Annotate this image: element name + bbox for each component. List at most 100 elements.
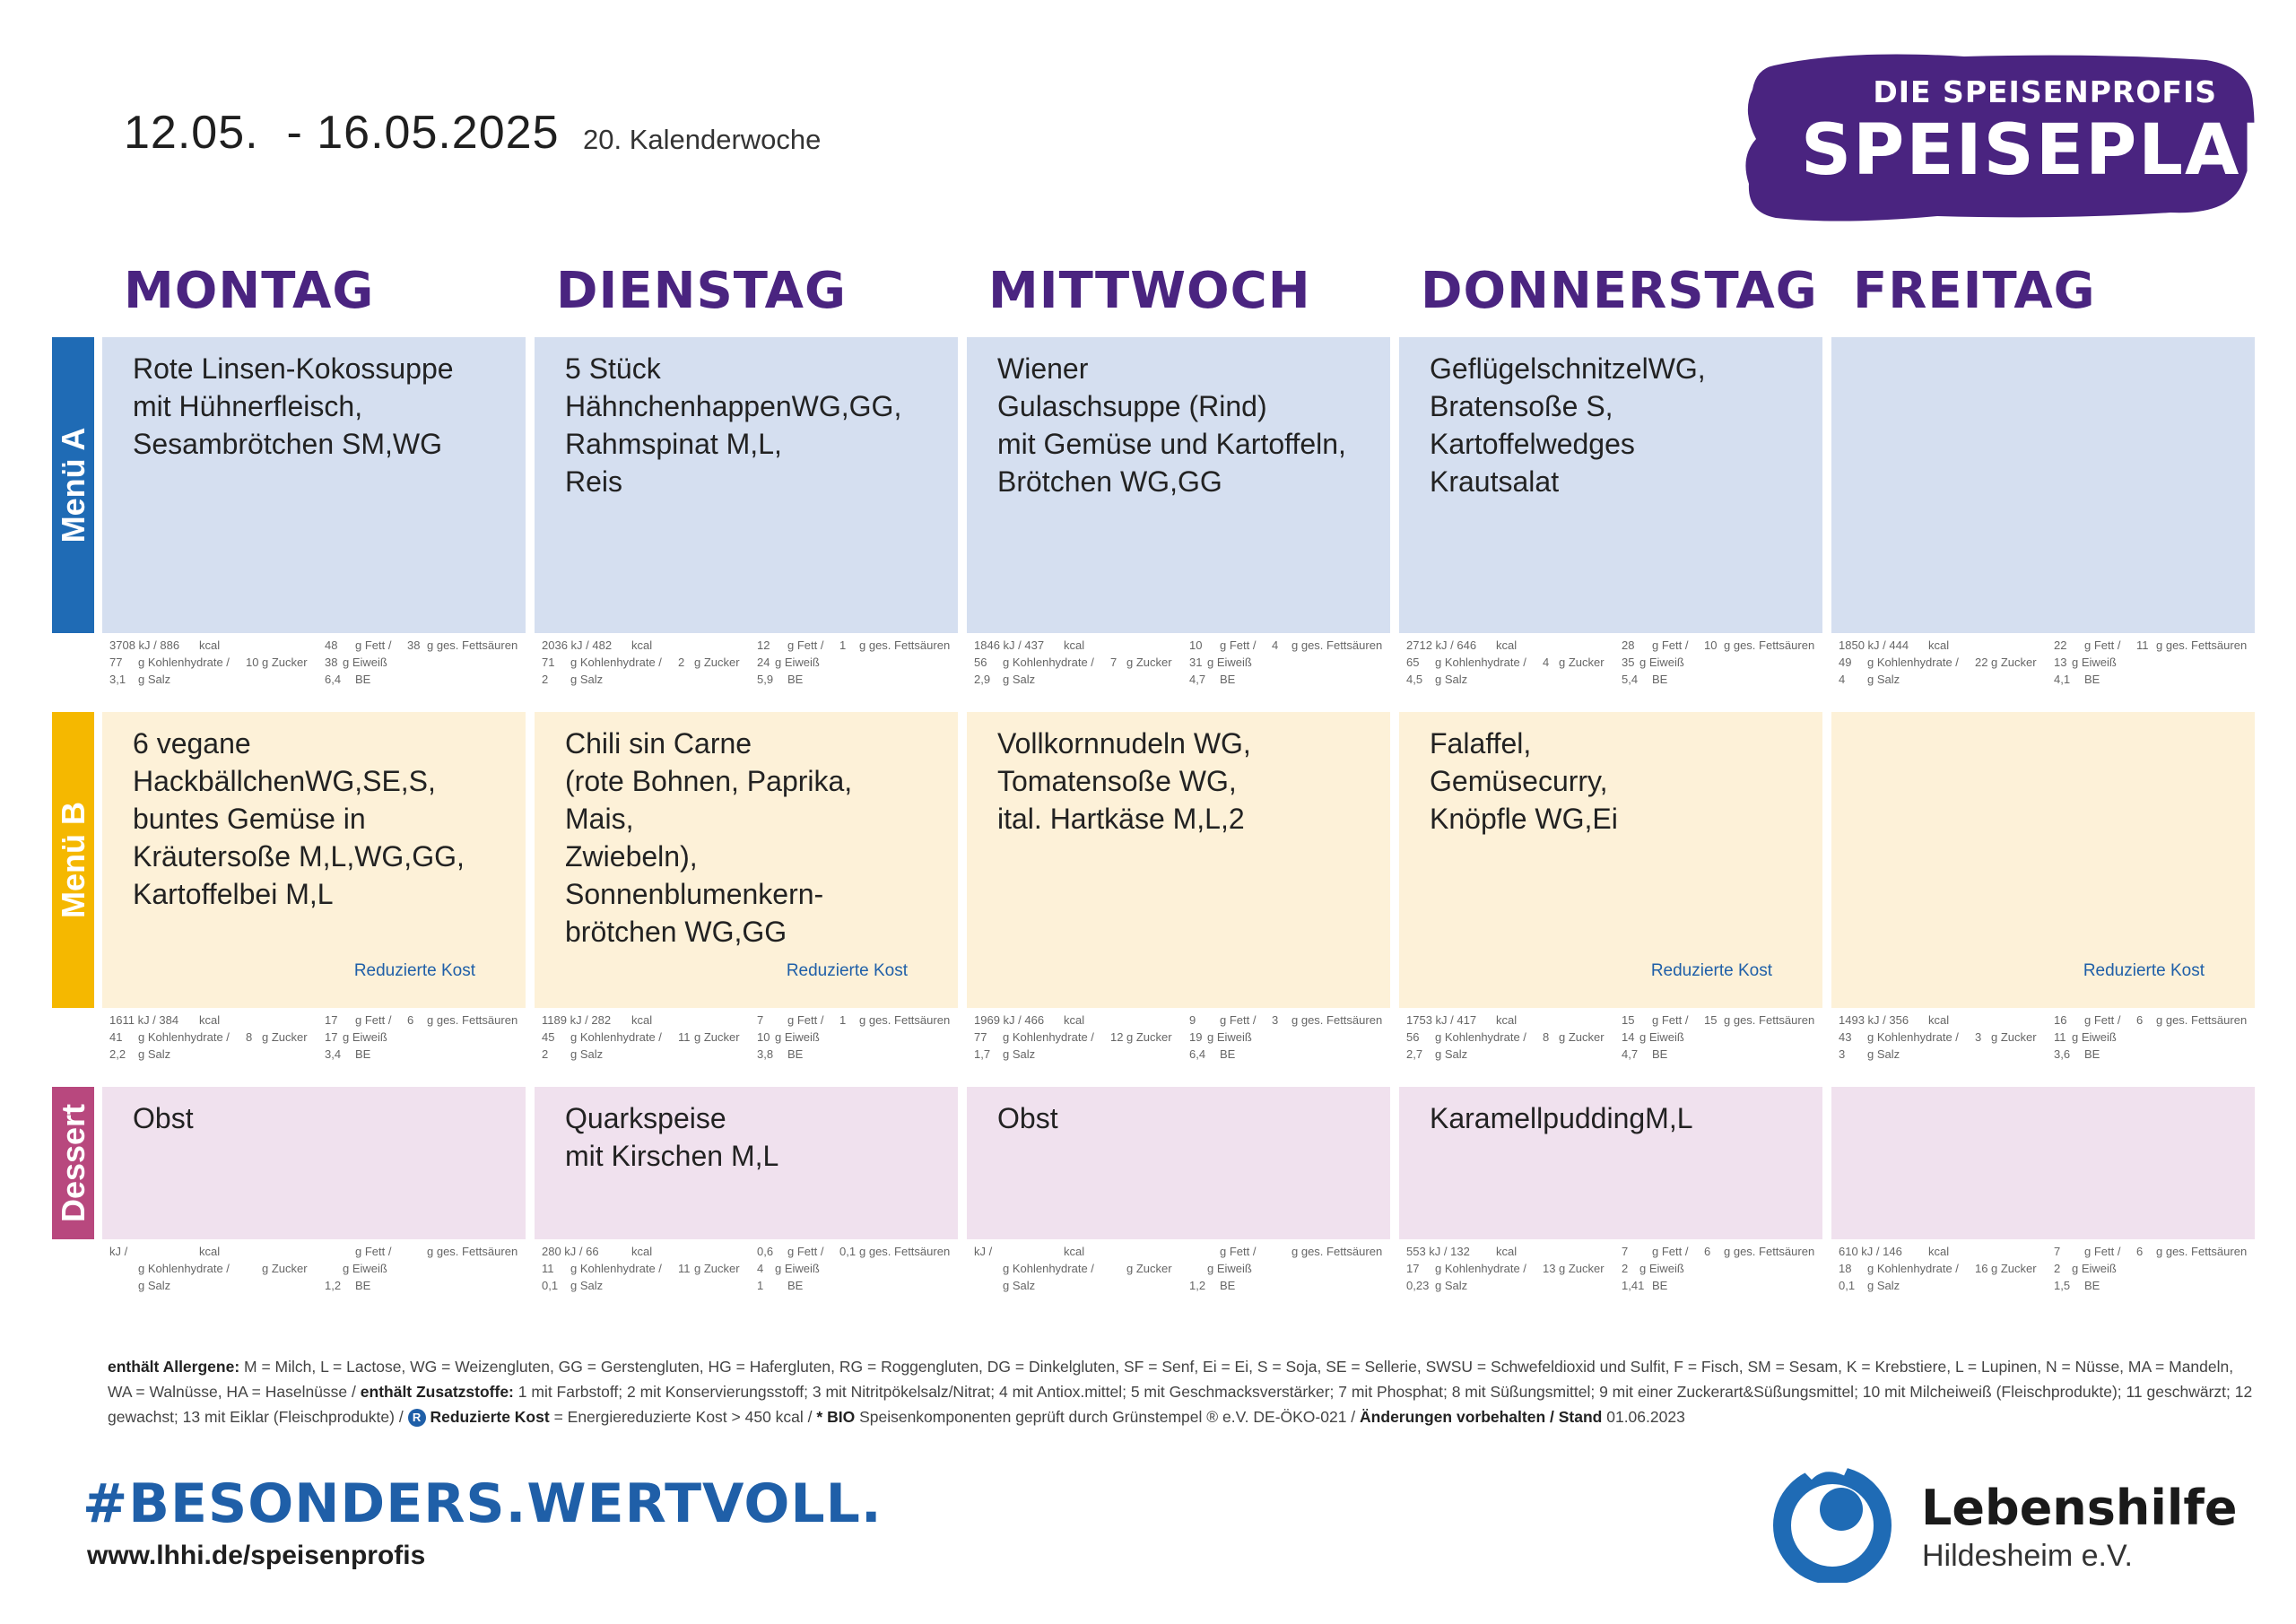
nutrition-eiweiss-label: g Eiweiß xyxy=(343,1262,387,1275)
nutrition-kj: 280 kJ / 66 xyxy=(542,1245,599,1258)
nutrition-eiweiss-label: g Eiweiß xyxy=(1207,1030,1252,1044)
reduced-diet-tag: Reduzierte Kost xyxy=(1650,961,1772,980)
menu-b-friday: Reduzierte Kost xyxy=(1831,712,2255,1008)
nutrition-zucker-label: g Zucker xyxy=(1126,1262,1172,1275)
nutrition-be: 3,6 xyxy=(2054,1047,2071,1061)
nutrition-menu-b-thursday: 1753 kJ / 417 kcal 56 g Kohlenhydrate / 8 g Z… xyxy=(1399,1013,1822,1069)
nutrition-eiweiss: 31 xyxy=(1189,656,1203,669)
nutrition-fett-label: g Fett / xyxy=(787,1245,824,1258)
nutrition-zucker-label: g Zucker xyxy=(262,1262,308,1275)
nutrition-eiweiss-label: g Eiweiß xyxy=(1639,1030,1684,1044)
nutrition-gesfett: 38 xyxy=(407,638,421,652)
nutrition-eiweiss-label: g Eiweiß xyxy=(1207,656,1252,669)
nutrition-be-label: BE xyxy=(1220,1047,1236,1061)
nutrition-be: 1,2 xyxy=(1189,1279,1206,1292)
menu-a-tuesday: 5 Stück HähnchenhappenWG,GG, Rahmspinat … xyxy=(535,337,958,633)
nutrition-eiweiss-label: g Eiweiß xyxy=(343,656,387,669)
nutrition-gesfett: 6 xyxy=(1704,1245,1711,1258)
nutrition-salz: 2 xyxy=(542,673,549,686)
nutrition-zucker-label: g Zucker xyxy=(694,1030,740,1044)
nutrition-kcal-label: kcal xyxy=(631,1013,653,1027)
nutrition-eiweiss-label: g Eiweiß xyxy=(1639,1262,1684,1275)
nutrition-zucker-label: g Zucker xyxy=(262,1030,308,1044)
nutrition-menu-b-wednesday: 1969 kJ / 466 kcal 77 g Kohlenhydrate /12 g … xyxy=(967,1013,1390,1069)
nutrition-salz-label: g Salz xyxy=(1435,1047,1468,1061)
nutrition-zucker-label: g Zucker xyxy=(1991,1030,2037,1044)
nutrition-salz: 2,2 xyxy=(109,1047,126,1061)
website-link[interactable]: www.lhhi.de/speisenprofis xyxy=(87,1541,426,1570)
day-header-tuesday: DIENSTAG xyxy=(556,262,847,320)
nutrition-gesfett-label: g ges. Fettsäuren xyxy=(2156,1245,2248,1258)
nutrition-gesfett: 10 xyxy=(1704,638,1718,652)
nutrition-salz: 0,1 xyxy=(1839,1279,1856,1292)
nutrition-gesfett-label: g ges. Fettsäuren xyxy=(1292,1013,1383,1027)
nutrition-fett-label: g Fett / xyxy=(787,1013,824,1027)
nutrition-eiweiss-label: g Eiweiß xyxy=(1207,1262,1252,1275)
nutrition-salz: 2,9 xyxy=(974,673,991,686)
nutrition-eiweiss: 38 xyxy=(325,656,338,669)
hashtag-slogan: #BESONDERS.WERTVOLL. xyxy=(83,1472,883,1535)
nutrition-zucker-label: g Zucker xyxy=(694,1262,740,1275)
nutrition-salz-label: g Salz xyxy=(138,1047,171,1061)
nutrition-gesfett: 1 xyxy=(839,638,847,652)
reduced-diet-tag: Reduzierte Kost xyxy=(786,961,908,980)
nutrition-salz: 0,23 xyxy=(1406,1279,1430,1292)
nutrition-gesfett-label: g ges. Fettsäuren xyxy=(1724,638,1815,652)
menu-b-thursday: Falaffel, Gemüsecurry, Knöpfle WG,Ei Red… xyxy=(1399,712,1822,1008)
nutrition-fett: 22 xyxy=(2054,638,2067,652)
nutrition-gesfett-label: g ges. Fettsäuren xyxy=(2156,638,2248,652)
nutrition-kj: 2712 kJ / 646 xyxy=(1406,638,1477,652)
nutrition-zucker: 10 xyxy=(246,656,259,669)
nutrition-fett: 15 xyxy=(1622,1013,1635,1027)
nutrition-be-label: BE xyxy=(355,1279,371,1292)
nutrition-fett: 16 xyxy=(2054,1013,2067,1027)
nutrition-gesfett: 3 xyxy=(1272,1013,1279,1027)
nutrition-kcal-label: kcal xyxy=(1928,638,1950,652)
day-header-friday: FREITAG xyxy=(1853,262,2096,320)
nutrition-be: 1 xyxy=(757,1279,764,1292)
nutrition-zucker-label: g Zucker xyxy=(1991,656,2037,669)
reduced-diet-tag: Reduzierte Kost xyxy=(353,961,475,980)
nutrition-be: 6,4 xyxy=(1189,1047,1206,1061)
nutrition-salz: 4,5 xyxy=(1406,673,1423,686)
nutrition-eiweiss: 35 xyxy=(1622,656,1635,669)
nutrition-fett-label: g Fett / xyxy=(355,638,392,652)
nutrition-salz: 2 xyxy=(542,1047,549,1061)
nutrition-zucker-label: g Zucker xyxy=(1126,656,1172,669)
nutrition-be-label: BE xyxy=(787,1279,804,1292)
nutrition-menu-a-tuesday: 2036 kJ / 482 kcal 71 g Kohlenhydrate / 2 g Z… xyxy=(535,638,958,694)
nutrition-eiweiss-label: g Eiweiß xyxy=(775,1262,820,1275)
nutrition-eiweiss-label: g Eiweiß xyxy=(2072,656,2117,669)
nutrition-be: 5,4 xyxy=(1622,673,1639,686)
dessert-monday: Obst xyxy=(102,1087,526,1239)
nutrition-kh: 45 xyxy=(542,1030,555,1044)
nutrition-fett-label: g Fett / xyxy=(355,1245,392,1258)
menu-b-wednesday: Vollkornnudeln WG, Tomatensoße WG, ital.… xyxy=(967,712,1390,1008)
nutrition-kh: 71 xyxy=(542,656,555,669)
nutrition-kh: 77 xyxy=(109,656,123,669)
nutrition-be-label: BE xyxy=(355,673,371,686)
nutrition-salz: 4 xyxy=(1839,673,1846,686)
nutrition-be-label: BE xyxy=(1652,1047,1668,1061)
nutrition-eiweiss: 19 xyxy=(1189,1030,1203,1044)
nutrition-zucker-label: g Zucker xyxy=(694,656,740,669)
nutrition-menu-a-thursday: 2712 kJ / 646 kcal 65 g Kohlenhydrate / 4 g Z… xyxy=(1399,638,1822,694)
nutrition-kh-label: g Kohlenhydrate / xyxy=(138,1030,230,1044)
nutrition-kh: 11 xyxy=(542,1262,554,1275)
nutrition-be: 1,2 xyxy=(325,1279,342,1292)
nutrition-salz-label: g Salz xyxy=(570,1047,604,1061)
nutrition-eiweiss-label: g Eiweiß xyxy=(343,1030,387,1044)
nutrition-kh-label: g Kohlenhydrate / xyxy=(1003,1030,1094,1044)
nutrition-menu-a-monday: 3708 kJ / 886 kcal 77 g Kohlenhydrate /10 g … xyxy=(102,638,526,694)
nutrition-gesfett: 6 xyxy=(2136,1245,2144,1258)
nutrition-kh: 56 xyxy=(974,656,987,669)
nutrition-salz-label: g Salz xyxy=(1867,1047,1900,1061)
nutrition-kh: 49 xyxy=(1839,656,1852,669)
nutrition-eiweiss-label: g Eiweiß xyxy=(2072,1262,2117,1275)
nutrition-dessert-monday: kJ / kcal g Kohlenhydrate / g Zucker g Salz g… xyxy=(102,1245,526,1300)
dessert-wednesday: Obst xyxy=(967,1087,1390,1239)
nutrition-eiweiss: 13 xyxy=(2054,656,2067,669)
nutrition-kh-label: g Kohlenhydrate / xyxy=(1435,1262,1526,1275)
date-range: 12.05. - 16.05.2025 xyxy=(124,107,560,159)
nutrition-kh-label: g Kohlenhydrate / xyxy=(1867,1030,1959,1044)
